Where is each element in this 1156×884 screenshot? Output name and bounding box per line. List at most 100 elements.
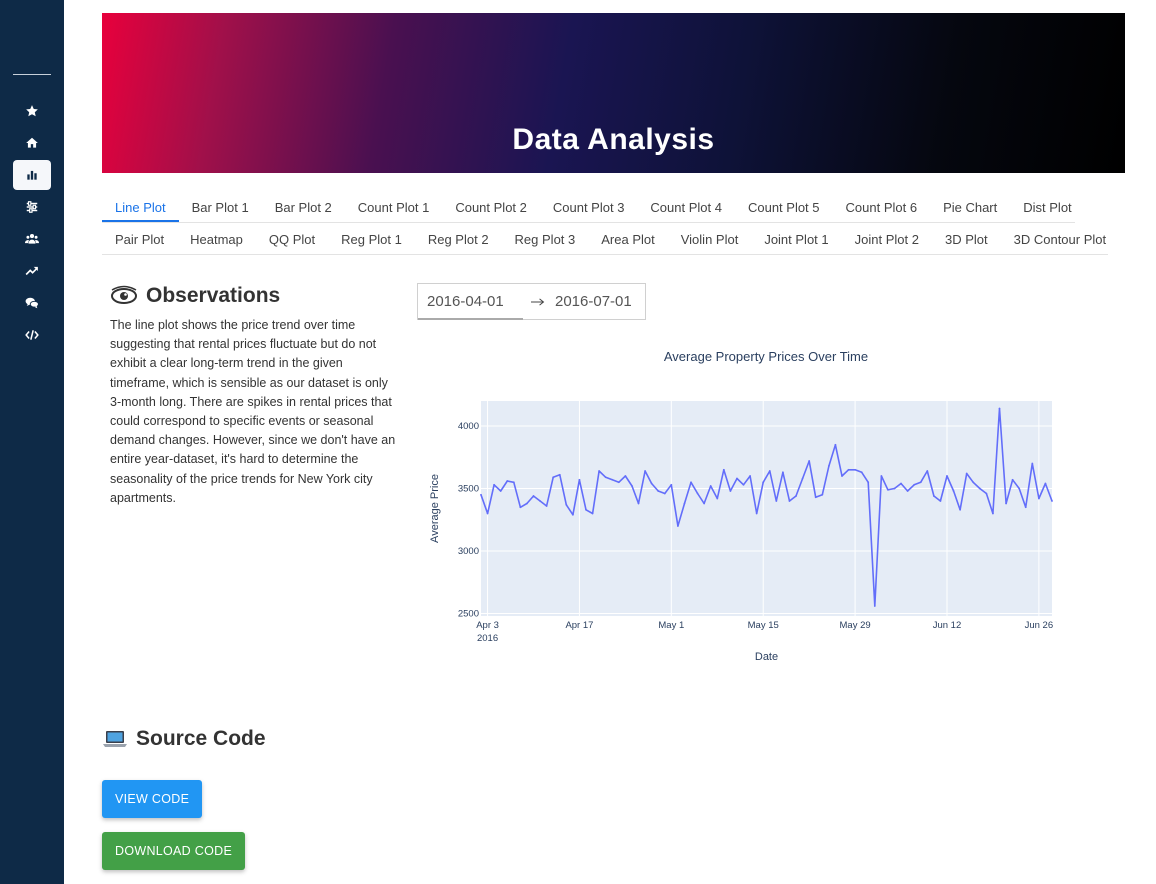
data-point — [952, 490, 955, 492]
data-point — [749, 475, 751, 477]
sidebar-item-code[interactable] — [13, 320, 51, 350]
data-point — [552, 476, 555, 479]
data-point — [519, 506, 522, 509]
tab-reg-plot-3[interactable]: Reg Plot 3 — [514, 232, 576, 247]
tab-count-plot-5[interactable]: Count Plot 5 — [747, 200, 820, 215]
source-code-title: Source Code — [136, 727, 266, 750]
laptop-icon — [103, 731, 127, 747]
data-point — [480, 493, 482, 496]
tab-count-plot-6[interactable]: Count Plot 6 — [845, 200, 918, 215]
data-point — [1037, 497, 1040, 500]
tab-joint-plot-1[interactable]: Joint Plot 1 — [764, 232, 829, 247]
data-point — [972, 481, 975, 484]
plot-tabs-row-1: Line Plot Bar Plot 1 Bar Plot 2 Count Plot … — [102, 192, 1075, 223]
tab-reg-plot-2[interactable]: Reg Plot 2 — [427, 232, 489, 247]
data-point — [913, 483, 916, 486]
tab-3d-contour-plot[interactable]: 3D Contour Plot — [1013, 232, 1107, 247]
tab-qq-plot[interactable]: QQ Plot — [268, 232, 316, 247]
tab-count-plot-4[interactable]: Count Plot 4 — [650, 200, 722, 215]
x-tick-label: Apr 3 — [476, 620, 499, 631]
data-point — [880, 475, 883, 477]
tab-area-plot[interactable]: Area Plot — [601, 232, 655, 247]
data-point — [637, 502, 640, 505]
sidebar-item-trends[interactable] — [13, 256, 51, 286]
tab-pair-plot[interactable]: Pair Plot — [115, 232, 165, 247]
tab-count-plot-1[interactable]: Count Plot 1 — [357, 200, 430, 215]
x-axis-label: Date — [755, 651, 778, 663]
tab-bar-plot-1[interactable]: Bar Plot 1 — [191, 200, 249, 215]
end-date-input[interactable] — [555, 293, 645, 310]
y-tick-label: 2500 — [458, 609, 479, 620]
sidebar-item-team[interactable] — [13, 224, 51, 254]
tab-3d-plot[interactable]: 3D Plot — [944, 232, 988, 247]
data-point — [906, 490, 909, 492]
star-icon — [26, 105, 38, 117]
data-point — [900, 482, 902, 485]
start-date-focus-underline — [418, 318, 523, 320]
data-point — [486, 512, 489, 515]
sliders-icon — [26, 201, 38, 213]
source-code-heading: Source Code — [102, 727, 266, 751]
data-point — [532, 495, 535, 497]
data-point — [716, 497, 719, 500]
data-point — [506, 480, 509, 482]
y-tick-label: 4000 — [458, 421, 479, 432]
data-point — [696, 492, 699, 495]
data-point — [631, 485, 633, 487]
sidebar-item-analysis[interactable] — [13, 160, 51, 190]
data-point — [762, 481, 765, 484]
tab-reg-plot-1[interactable]: Reg Plot 1 — [341, 232, 402, 247]
data-point — [598, 470, 601, 472]
tab-bar-plot-2[interactable]: Bar Plot 2 — [274, 200, 332, 215]
tab-joint-plot-2[interactable]: Joint Plot 2 — [854, 232, 919, 247]
data-point — [1031, 462, 1034, 465]
data-point — [860, 471, 863, 474]
sidebar-item-home[interactable] — [13, 128, 51, 158]
eye-icon — [111, 285, 137, 304]
data-point — [873, 605, 876, 607]
data-point — [624, 475, 627, 477]
tab-pie-chart[interactable]: Pie Chart — [943, 200, 998, 215]
data-point — [650, 482, 653, 485]
data-point — [539, 500, 541, 502]
data-point — [722, 468, 725, 471]
tab-dist-plot[interactable]: Dist Plot — [1023, 200, 1072, 215]
price-series-line — [480, 407, 1053, 607]
start-date-input[interactable] — [427, 293, 517, 310]
data-point — [1018, 487, 1021, 490]
line-chart-svg[interactable]: Apr 3 2016 Apr 17 May 1 May 15 May 29 Jun 12 Ju… — [420, 340, 1120, 680]
data-point — [644, 470, 646, 472]
x-tick-label: May 1 — [658, 620, 684, 631]
data-point — [946, 475, 948, 477]
sidebar-item-filters[interactable] — [13, 192, 51, 222]
tab-violin-plot[interactable]: Violin Plot — [680, 232, 739, 247]
data-point — [1051, 500, 1053, 502]
y-tick-label: 3000 — [458, 546, 479, 557]
tab-heatmap[interactable]: Heatmap — [190, 232, 243, 247]
tab-count-plot-3[interactable]: Count Plot 3 — [552, 200, 625, 215]
data-point — [703, 502, 706, 505]
data-point — [768, 470, 771, 472]
data-point — [814, 496, 817, 499]
plot-area — [481, 401, 1052, 616]
data-point — [604, 476, 607, 479]
tab-count-plot-2[interactable]: Count Plot 2 — [455, 200, 527, 215]
sidebar — [0, 0, 64, 884]
date-range-picker[interactable] — [417, 283, 646, 320]
view-code-button[interactable]: VIEW CODE — [102, 780, 203, 818]
data-point — [585, 508, 587, 511]
data-point — [670, 483, 673, 486]
x-tick-label: May 29 — [840, 620, 871, 631]
page-title: Data Analysis — [512, 123, 715, 156]
sidebar-item-comments[interactable] — [13, 288, 51, 318]
download-code-button[interactable]: DOWNLOAD CODE — [102, 832, 246, 870]
tab-line-plot[interactable]: Line Plot — [102, 192, 179, 222]
x-tick-sublabel: 2016 — [477, 633, 498, 644]
data-point — [709, 485, 712, 487]
data-point — [801, 477, 804, 480]
trend-up-icon — [25, 266, 38, 276]
data-point — [571, 513, 574, 516]
data-point — [992, 512, 994, 515]
sidebar-item-favorites[interactable] — [13, 96, 51, 126]
x-tick-label: Jun 12 — [933, 620, 962, 631]
